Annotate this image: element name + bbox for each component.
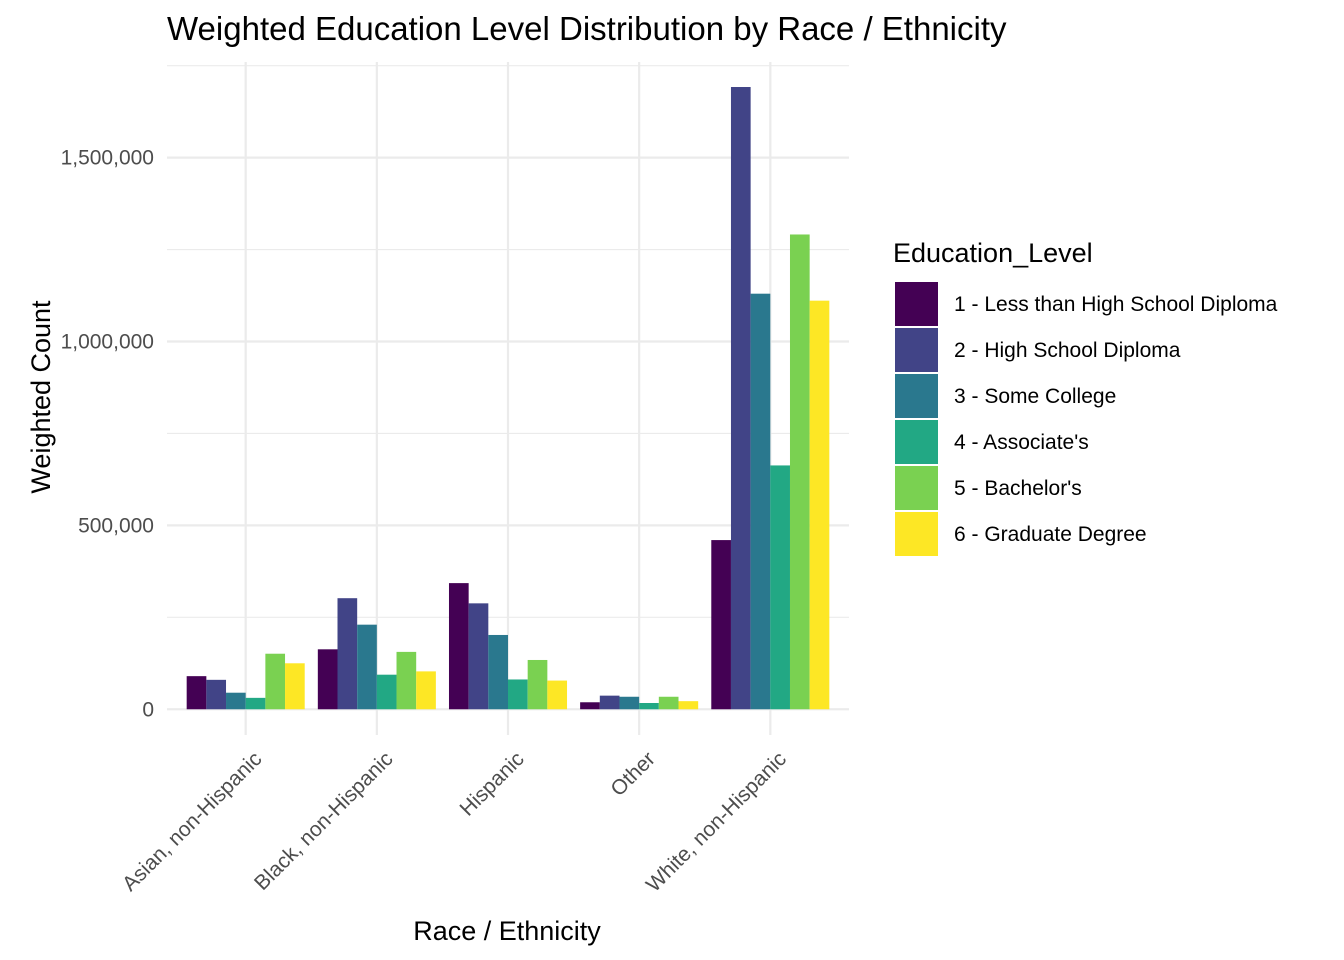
bar (285, 663, 305, 710)
bar (789, 234, 810, 710)
y-axis-title: Weighted Count (26, 300, 56, 494)
y-tick-label: 1,500,000 (61, 147, 154, 170)
legend-key (895, 374, 938, 418)
bar (639, 703, 659, 710)
chart-title: Weighted Education Level Distribution by… (167, 10, 1007, 47)
legend-key (895, 420, 938, 464)
legend-label: 5 - Bachelor's (954, 477, 1082, 500)
bar (317, 649, 338, 710)
bar (488, 634, 508, 710)
legend-key (895, 466, 938, 510)
bar (599, 695, 620, 710)
bar (376, 674, 397, 710)
bar (245, 697, 266, 710)
legend-label: 3 - Some College (954, 385, 1116, 408)
y-tick-label: 0 (142, 698, 154, 721)
bar (448, 583, 469, 710)
legend-label: 6 - Graduate Degree (954, 523, 1147, 546)
x-tick-label: Black, non-Hispanic (250, 747, 397, 894)
bar (770, 465, 790, 710)
bar (547, 680, 568, 710)
bar (711, 540, 731, 710)
bar (206, 679, 227, 710)
bar (416, 671, 436, 710)
bar (265, 653, 286, 710)
x-tick-label: Asian, non-Hispanic (118, 747, 266, 895)
bars (186, 87, 830, 710)
bar (527, 659, 548, 710)
bar (809, 300, 830, 710)
bar (396, 651, 417, 710)
x-tick-label: Other (606, 747, 659, 800)
bar (580, 702, 600, 710)
bar (186, 676, 207, 710)
bar (357, 624, 377, 710)
bar (508, 679, 528, 710)
y-tick-label: 1,000,000 (61, 330, 154, 353)
bar (226, 692, 246, 710)
legend-label: 4 - Associate's (954, 431, 1089, 454)
y-tick-label: 500,000 (78, 514, 154, 537)
legend: Education_Level 1 - Less than High Schoo… (893, 238, 1278, 556)
legend-label: 1 - Less than High School Diploma (954, 293, 1278, 316)
bar (678, 701, 699, 710)
legend-title: Education_Level (893, 238, 1093, 268)
bar (750, 293, 771, 710)
legend-label: 2 - High School Diploma (954, 339, 1181, 362)
legend-key (895, 282, 938, 326)
legend-key (895, 328, 938, 372)
legend-key (895, 512, 938, 556)
x-tick-label: Hispanic (456, 747, 529, 820)
bar (658, 696, 679, 710)
x-axis-title: Race / Ethnicity (413, 916, 601, 946)
bar (730, 87, 751, 710)
x-tick-label: White, non-Hispanic (642, 747, 791, 896)
bar (337, 598, 358, 710)
y-axis-tick-labels: 0 500,000 1,000,000 1,500,000 (61, 147, 154, 722)
bar (468, 603, 489, 710)
bar (619, 696, 640, 710)
